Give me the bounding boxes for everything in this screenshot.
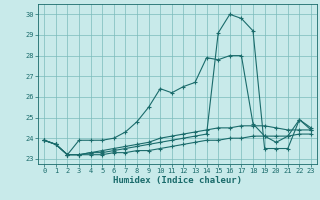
X-axis label: Humidex (Indice chaleur): Humidex (Indice chaleur) xyxy=(113,176,242,185)
